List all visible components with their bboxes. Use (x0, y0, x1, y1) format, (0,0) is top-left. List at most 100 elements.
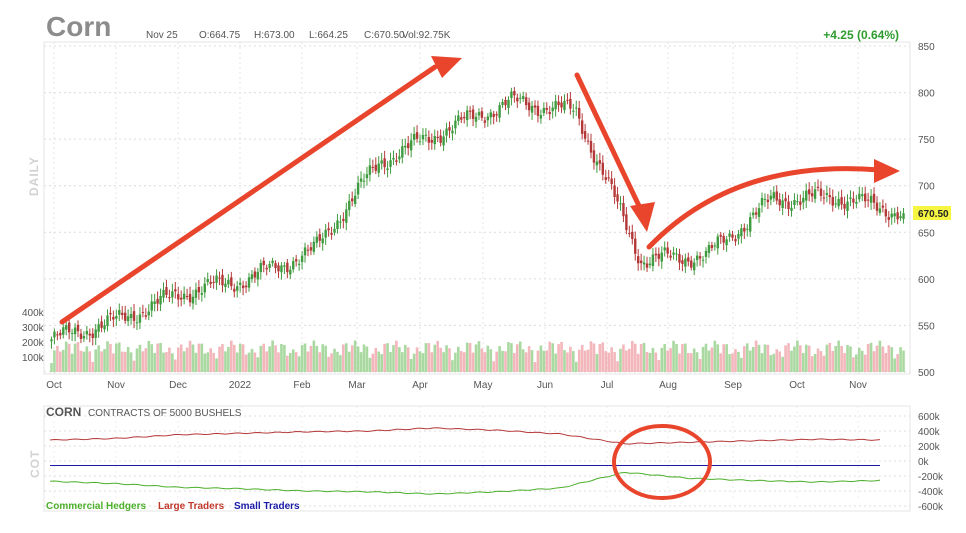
cot-tick-label: 400k (918, 427, 941, 438)
volume-tick-label: 400k (22, 308, 45, 319)
x-tick-label: Sep (724, 380, 742, 391)
volume-bar (580, 345, 584, 372)
candle-body (822, 197, 826, 199)
volume-bar (300, 345, 304, 372)
volume-bar (409, 358, 413, 372)
candle-body (766, 199, 770, 203)
volume-bar (766, 344, 770, 372)
volume-bar (760, 353, 764, 372)
candle-body (651, 254, 655, 267)
volume-bar (530, 350, 534, 372)
candle-body (171, 291, 174, 298)
volume-bar (660, 347, 664, 372)
volume-bar (88, 351, 92, 372)
candle-body (398, 156, 401, 160)
candle-body (687, 257, 690, 262)
candle-body (598, 160, 602, 164)
candle-body (457, 115, 460, 121)
candle-body (893, 213, 896, 217)
candle-body (519, 97, 522, 99)
volume-bar (728, 354, 731, 372)
candle-body (179, 297, 183, 300)
candle-body (681, 260, 684, 264)
volume-bar (504, 351, 507, 372)
volume-bar (489, 349, 493, 372)
x-tick-label: May (474, 380, 493, 391)
volume-bar (607, 352, 610, 372)
candle-body (177, 294, 180, 300)
candle-body (85, 330, 89, 335)
price-change: +4.25 (0.64%) (823, 28, 899, 42)
candle-body (660, 252, 663, 262)
candle-body (760, 198, 764, 206)
volume-bar (59, 351, 62, 372)
volume-bar (748, 350, 752, 372)
candle-body (159, 296, 162, 305)
volume-bar (666, 350, 669, 372)
candle-body (692, 262, 696, 271)
candle-body (530, 105, 534, 113)
candle-body (807, 189, 811, 195)
candle-body (324, 229, 327, 238)
last-price-tag-bg (913, 206, 951, 220)
candle-body (280, 265, 283, 273)
candle-body (238, 282, 242, 285)
candle-body (468, 110, 472, 112)
volume-bar (147, 340, 151, 372)
volume-bar (754, 340, 758, 372)
volume-bar (775, 349, 779, 372)
volume-bar (510, 343, 513, 372)
volume-bar (601, 342, 605, 372)
volume-bar (120, 351, 124, 372)
volume-bars (50, 340, 905, 372)
candle-body (227, 279, 230, 285)
volume-y-axis: 400k 300k 200k 100k (22, 308, 45, 364)
volume-bar (486, 345, 490, 372)
x-tick-label: Apr (412, 380, 428, 391)
volume-tick-label: 200k (22, 338, 45, 349)
candle-body (244, 285, 248, 288)
x-tick-label: Dec (169, 380, 187, 391)
bar-date: Nov 25 (146, 30, 178, 41)
candle-body (221, 274, 224, 286)
candle-body (412, 133, 416, 140)
volume-bar (536, 350, 540, 372)
candle-body (153, 301, 156, 305)
volume-bar (675, 343, 678, 372)
candle-body (787, 201, 790, 210)
candle-body (578, 107, 581, 119)
candle-body (887, 217, 890, 220)
volume-bar (321, 344, 325, 372)
candle-body (115, 316, 118, 319)
candle-body (634, 238, 637, 254)
candle-body (409, 140, 413, 151)
volume-bar (657, 360, 661, 372)
candle-body (657, 253, 661, 259)
candle-body (386, 168, 389, 170)
volume-bar (896, 354, 899, 372)
candle-body (445, 128, 448, 136)
volume-bar (53, 350, 56, 372)
candle-body (684, 258, 687, 267)
candle-body (707, 245, 711, 253)
volume-bar (109, 343, 112, 372)
candle-body (135, 322, 139, 324)
volume-bar (103, 349, 106, 372)
volume-bar (395, 340, 398, 372)
candle-body (521, 96, 525, 99)
candle-body (333, 228, 336, 233)
volume-bar (392, 345, 395, 372)
candle-body (103, 325, 106, 330)
volume-bar (132, 360, 136, 372)
candle-body (421, 134, 425, 140)
price-tick-label: 800 (918, 89, 935, 100)
volume-bar (330, 353, 333, 372)
volume-bar (333, 348, 336, 372)
volume-bar (586, 349, 590, 372)
candle-body (495, 114, 498, 116)
downtrend-arrow-line (574, 72, 643, 211)
candle-body (212, 281, 215, 283)
volume-bar (822, 355, 826, 372)
candle-body (191, 296, 195, 304)
